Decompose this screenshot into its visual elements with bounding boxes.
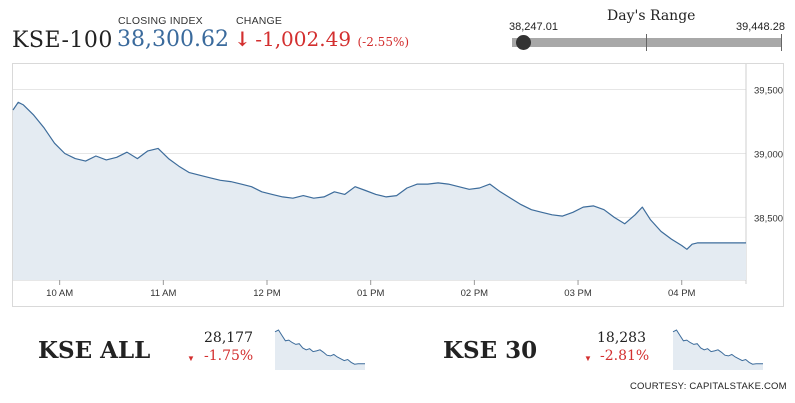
x-tick-label: 03 PM <box>564 288 592 299</box>
kse-30-change: -2.81% <box>600 348 650 364</box>
x-tick-label: 11 AM <box>150 288 176 299</box>
change-value: -1,002.49 <box>255 27 352 51</box>
intraday-chart: 39,500 39,000 38,500 10 AM 11 AM 12 PM 01 PM 02… <box>12 64 783 299</box>
change-label: CHANGE <box>236 15 283 27</box>
kse-all-sparkline <box>274 329 365 370</box>
closing-index-value: 38,300.62 <box>117 27 229 52</box>
days-range-tick <box>646 34 647 51</box>
days-range-high: 39,448.28 <box>736 21 785 33</box>
change-percent: (-2.55%) <box>357 35 410 49</box>
days-range-tick-end <box>781 34 782 51</box>
x-tick-label: 01 PM <box>357 288 385 299</box>
closing-index-label: CLOSING INDEX <box>118 15 203 27</box>
days-range-track <box>512 38 782 47</box>
x-tick-label: 02 PM <box>461 288 489 299</box>
series-area <box>13 102 746 280</box>
kse-30-name: KSE 30 <box>443 337 538 364</box>
y-tick-label: 38,500 <box>754 213 783 224</box>
kse-all-name: KSE ALL <box>38 337 151 364</box>
y-tick-label: 39,500 <box>754 86 783 97</box>
kse-all-down-icon: ▼ <box>187 354 195 363</box>
x-tick-label: 04 PM <box>668 288 696 299</box>
kse-30-sparkline <box>672 329 763 370</box>
x-tick-label: 12 PM <box>253 288 281 299</box>
days-range-title: Day's Range <box>607 8 696 24</box>
series-line <box>12 101 746 250</box>
courtesy-text: COURTESY: CAPITALSTAKE.COM <box>630 381 787 392</box>
summary-panel: KSE ALL 28,177 ▼ -1.75% KSE 30 18,283 ▼ … <box>0 312 795 403</box>
down-arrow-icon: ↓ <box>234 27 251 51</box>
days-range-marker <box>515 35 531 50</box>
days-range-low: 38,247.01 <box>509 21 558 33</box>
index-name: KSE-100 <box>12 28 113 53</box>
sparkline-line <box>274 329 365 365</box>
change-group: ↓ -1,002.49 (-2.55%) <box>234 27 409 51</box>
kse-all-change: -1.75% <box>204 348 254 364</box>
sparkline-line <box>672 329 763 365</box>
x-tick-label: 10 AM <box>46 288 73 299</box>
intraday-chart-panel: 39,500 39,000 38,500 10 AM 11 AM 12 PM 01 PM 02… <box>12 63 784 307</box>
y-tick-label: 39,000 <box>754 149 783 160</box>
kse-all-value: 28,177 <box>204 330 253 346</box>
kse-30-value: 18,283 <box>597 330 646 346</box>
kse-30-down-icon: ▼ <box>584 354 592 363</box>
